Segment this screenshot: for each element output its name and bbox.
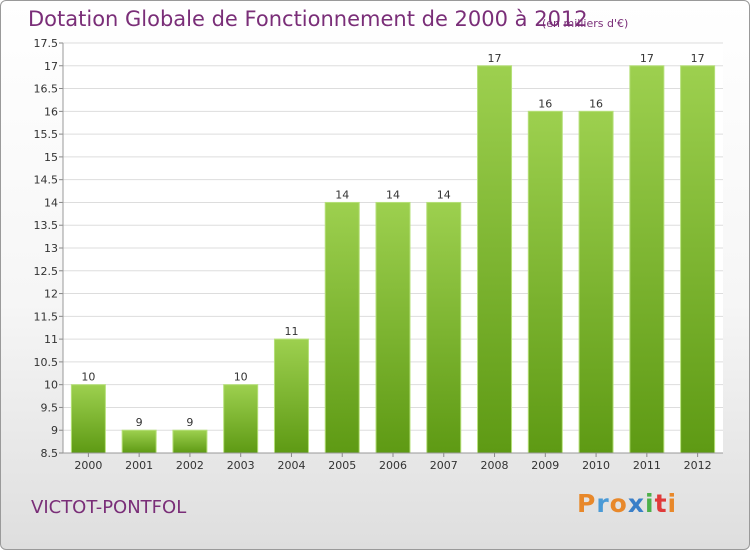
data-label-2000: 10 <box>81 371 95 384</box>
bar-2009 <box>527 110 563 454</box>
chart-title: Dotation Globale de Fonctionnement de 20… <box>28 7 588 31</box>
logo-letter: o <box>609 489 628 518</box>
y-tick-label: 16 <box>44 105 58 118</box>
y-tick-label: 17.5 <box>34 37 59 50</box>
data-label-2012: 17 <box>691 52 705 65</box>
bar-2004 <box>273 338 309 454</box>
data-label-2001: 9 <box>136 416 143 429</box>
y-tick-label: 10 <box>44 379 58 392</box>
x-tick-label-2005: 2005 <box>328 459 356 472</box>
logo-letter: i <box>667 489 678 518</box>
x-tick-label-2006: 2006 <box>379 459 407 472</box>
bar-2002 <box>172 429 208 454</box>
y-tick-label: 12 <box>44 288 58 301</box>
x-tick-label-2003: 2003 <box>227 459 255 472</box>
y-tick-label: 8.5 <box>41 447 59 460</box>
y-tick-label: 9 <box>51 424 58 437</box>
x-tick-label-2010: 2010 <box>582 459 610 472</box>
bar-2005 <box>324 201 360 454</box>
proxiti-logo: Proxiti <box>577 489 677 518</box>
bar-2000 <box>70 384 106 454</box>
x-axis-ticks: 2000 2001 2002 2003 2004 2005 2006 2007 2008 2009… <box>74 453 712 472</box>
bar-2008 <box>477 65 513 454</box>
x-tick-label-2011: 2011 <box>633 459 661 472</box>
bar-2010 <box>578 110 614 454</box>
logo-letter: i <box>645 489 655 518</box>
logo-letter: P <box>577 489 597 518</box>
bar-2001 <box>121 429 157 454</box>
data-label-2007: 14 <box>437 188 451 201</box>
data-label-2006: 14 <box>386 188 400 201</box>
x-tick-label-2008: 2008 <box>481 459 509 472</box>
bar-2012 <box>680 65 716 454</box>
commune-name: VICTOT-PONTFOL <box>31 497 187 518</box>
y-tick-label: 14.5 <box>34 174 59 187</box>
y-tick-label: 15 <box>44 151 58 164</box>
logo-letter: r <box>596 489 610 518</box>
y-tick-label: 9.5 <box>41 401 59 414</box>
x-tick-label-2000: 2000 <box>74 459 102 472</box>
data-label-2008: 17 <box>488 52 502 65</box>
data-label-2002: 9 <box>186 416 193 429</box>
bar-layer <box>70 65 716 454</box>
y-tick-label: 14 <box>44 196 58 209</box>
x-tick-label-2007: 2007 <box>430 459 458 472</box>
chart-unit: (en milliers d'€) <box>542 17 629 30</box>
x-tick-label-2001: 2001 <box>125 459 153 472</box>
logo-letter: x <box>627 489 645 518</box>
logo-letter: t <box>654 489 668 518</box>
x-tick-label-2012: 2012 <box>684 459 712 472</box>
y-tick-label: 17 <box>44 60 58 73</box>
data-label-2010: 16 <box>589 97 603 110</box>
data-label-2004: 11 <box>284 325 298 338</box>
x-tick-label-2002: 2002 <box>176 459 204 472</box>
bar-2003 <box>223 384 259 454</box>
y-tick-label: 13.5 <box>34 219 59 232</box>
y-tick-label: 15.5 <box>34 128 59 141</box>
x-tick-label-2004: 2004 <box>277 459 305 472</box>
bar-2007 <box>426 201 462 454</box>
data-label-layer: 10 9 9 10 11 14 14 14 17 16 16 17 17 <box>81 52 704 429</box>
y-tick-label: 13 <box>44 242 58 255</box>
bar-2011 <box>629 65 665 454</box>
y-tick-label: 10.5 <box>34 356 59 369</box>
y-tick-label: 11.5 <box>34 310 59 323</box>
x-tick-label-2009: 2009 <box>531 459 559 472</box>
y-tick-label: 12.5 <box>34 265 59 278</box>
y-tick-label: 11 <box>44 333 58 346</box>
y-axis-ticks: 8.5 9 9.5 10 10.5 11 11.5 12 12.5 13 13.5 14 14.5 15 1… <box>34 37 723 460</box>
bar-2006 <box>375 201 411 454</box>
data-label-2009: 16 <box>538 97 552 110</box>
data-label-2005: 14 <box>335 188 349 201</box>
data-label-2011: 17 <box>640 52 654 65</box>
y-tick-label: 16.5 <box>34 83 59 96</box>
data-label-2003: 10 <box>234 371 248 384</box>
